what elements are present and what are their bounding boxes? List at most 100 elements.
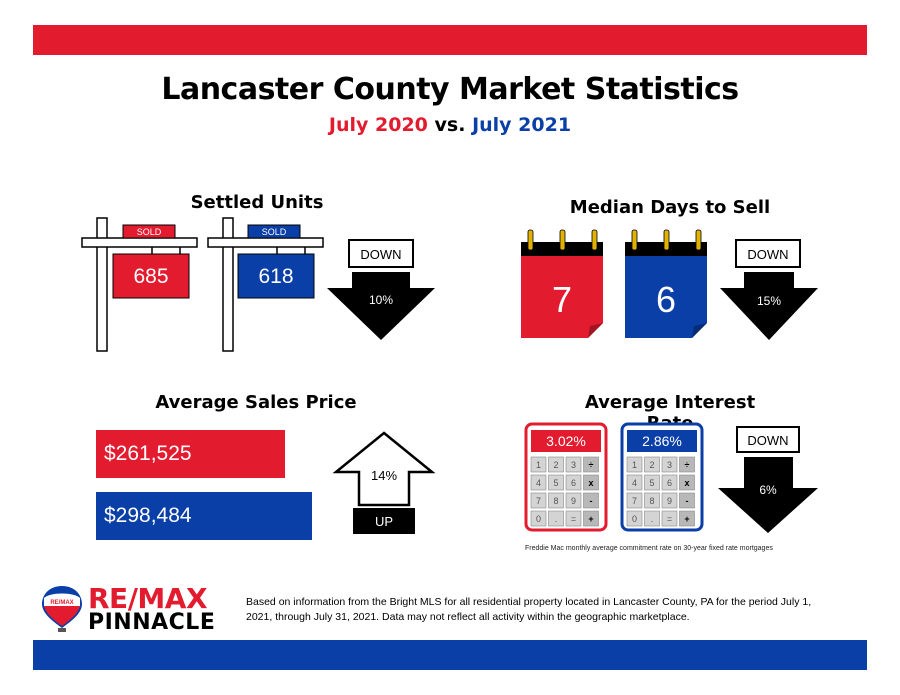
logo-remax: RE/MAX xyxy=(88,582,208,615)
median-days-2020-value: 7 xyxy=(552,279,572,320)
settled-units-2021-value: 618 xyxy=(258,265,293,288)
calculator-key-label: 2 xyxy=(649,460,654,470)
calculator-key-label: . xyxy=(651,514,654,524)
median-days-down-arrow: DOWN 15% xyxy=(720,239,818,340)
calculator-key xyxy=(548,456,564,473)
interest-footnote: Freddie Mac monthly average commitment r… xyxy=(525,545,773,552)
calculator-2021-icon: 2.86% 1 2 3 ÷ 4 5 6 x 7 8 9 - 0. = + xyxy=(620,422,704,532)
avg-price-2021-value: $298,484 xyxy=(104,504,192,527)
calculator-key-label: ÷ xyxy=(685,460,690,470)
calculator-key xyxy=(548,492,564,509)
calculator-key-label: x xyxy=(684,478,689,488)
calculator-key-label: ÷ xyxy=(589,460,594,470)
calculator-key xyxy=(644,492,660,509)
calculator-key xyxy=(661,474,678,491)
disclaimer-text: Based on information from the Bright MLS… xyxy=(246,596,812,623)
interest-2021-value: 2.86% xyxy=(642,433,682,449)
calculator-key-label: - xyxy=(590,496,593,506)
settled-units-change: 10% xyxy=(369,293,393,307)
avg-price-bar-2021: $298,484 xyxy=(96,492,312,540)
calculator-key xyxy=(583,456,599,473)
calculator-key-label: 0 xyxy=(632,514,637,524)
settled-units-2020-value: 685 xyxy=(133,265,168,288)
calculator-key-label: = xyxy=(571,514,576,524)
median-days-2021-value: 6 xyxy=(656,279,676,320)
sold-label-2020: SOLD xyxy=(137,227,162,237)
settled-units-down-arrow: DOWN 10% xyxy=(327,239,435,340)
calculator-key-label: 8 xyxy=(553,496,558,506)
calculator-key-label: 4 xyxy=(536,478,541,488)
calculator-key-label: 9 xyxy=(571,496,576,506)
calculator-key xyxy=(626,492,643,509)
sold-sign-2020: SOLD 685 xyxy=(81,217,198,352)
calendar-2021-icon: 6 xyxy=(625,229,707,338)
calculator-key xyxy=(626,474,643,491)
calculator-key-label: 2 xyxy=(553,460,558,470)
bottom-blue-band xyxy=(33,640,867,670)
median-days-title: Median Days to Sell xyxy=(569,197,771,218)
remax-balloon-logo: RE/MAX xyxy=(42,586,82,632)
logo-pinnacle: PINNACLE xyxy=(88,610,216,635)
calculator-key-label: = xyxy=(667,514,672,524)
calculator-key-label: 4 xyxy=(632,478,637,488)
calculator-key xyxy=(530,474,547,491)
calculator-key xyxy=(548,510,564,527)
calculator-key xyxy=(679,474,695,491)
subtitle-2021: July 2021 xyxy=(472,114,572,136)
subtitle-2020: July 2020 xyxy=(328,114,428,136)
calculator-key xyxy=(565,510,582,527)
calculator-key xyxy=(644,510,660,527)
interest-direction: DOWN xyxy=(747,433,788,448)
calculator-key-label: + xyxy=(684,514,689,524)
calculator-key xyxy=(548,474,564,491)
settled-units-title: Settled Units xyxy=(190,192,324,213)
calculator-key xyxy=(565,474,582,491)
calculator-key xyxy=(530,510,547,527)
calculator-key-label: 7 xyxy=(632,496,637,506)
calculator-key xyxy=(644,474,660,491)
calculator-key-label: 5 xyxy=(649,478,654,488)
calculator-key xyxy=(661,492,678,509)
calculator-key-label: 1 xyxy=(632,460,637,470)
avg-price-change: 14% xyxy=(371,468,397,483)
calculator-key xyxy=(679,456,695,473)
interest-down-arrow: DOWN 6% xyxy=(718,426,818,533)
calculator-key xyxy=(530,456,547,473)
calculator-key-label: x xyxy=(588,478,593,488)
calculator-key-label: 8 xyxy=(649,496,654,506)
interest-change: 6% xyxy=(759,483,777,497)
calculator-2021-keypad: 1 2 3 ÷ 4 5 6 x 7 8 9 - 0. = + xyxy=(626,456,695,527)
calculator-key-label: 9 xyxy=(667,496,672,506)
avg-sales-price-title: Average Sales Price xyxy=(155,392,357,413)
calculator-key-label: 1 xyxy=(536,460,541,470)
calculator-key xyxy=(530,492,547,509)
top-red-band xyxy=(33,25,867,55)
avg-price-2020-value: $261,525 xyxy=(104,442,192,465)
calculator-key-label: 7 xyxy=(536,496,541,506)
calculator-key xyxy=(644,456,660,473)
calculator-key xyxy=(661,510,678,527)
calculator-key xyxy=(565,492,582,509)
calculator-key-label: 0 xyxy=(536,514,541,524)
sold-sign-2021: SOLD 618 xyxy=(207,217,324,352)
calculator-2020-icon: 3.02% 1 2 3 ÷ 4 5 6 x 7 8 9 - 0. = + xyxy=(524,422,608,532)
balloon-text: RE/MAX xyxy=(50,600,73,606)
calculator-key-label: - xyxy=(686,496,689,506)
page-subtitle: July 2020 vs. July 2021 xyxy=(0,114,900,136)
avg-price-direction: UP xyxy=(375,514,393,529)
calculator-key xyxy=(626,510,643,527)
median-days-change: 15% xyxy=(757,294,781,308)
sold-label-2021: SOLD xyxy=(262,227,287,237)
calendar-2020-icon: 7 xyxy=(521,229,603,338)
calculator-key-label: 3 xyxy=(571,460,576,470)
median-days-direction: DOWN xyxy=(747,247,788,262)
calculator-key-label: + xyxy=(588,514,593,524)
calculator-key xyxy=(661,456,678,473)
calculator-key-label: 5 xyxy=(553,478,558,488)
calculator-key xyxy=(565,456,582,473)
calculator-key-label: 3 xyxy=(667,460,672,470)
calculator-key-label: 6 xyxy=(667,478,672,488)
